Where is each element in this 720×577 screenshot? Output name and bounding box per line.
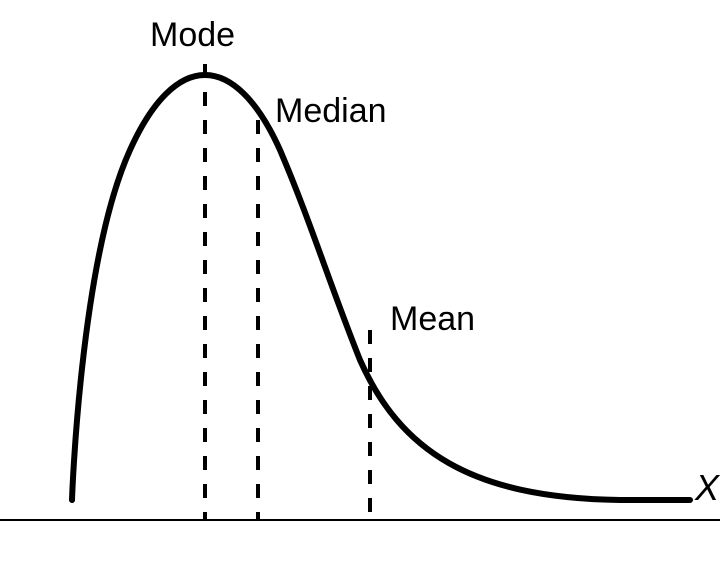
distribution-curve (72, 75, 690, 500)
x-axis-label: X (694, 467, 720, 508)
mean-label: Mean (390, 300, 475, 338)
skewed-distribution-figure: Mode Median Mean X (0, 0, 720, 577)
mode-label: Mode (150, 16, 235, 54)
median-label: Median (275, 92, 387, 130)
